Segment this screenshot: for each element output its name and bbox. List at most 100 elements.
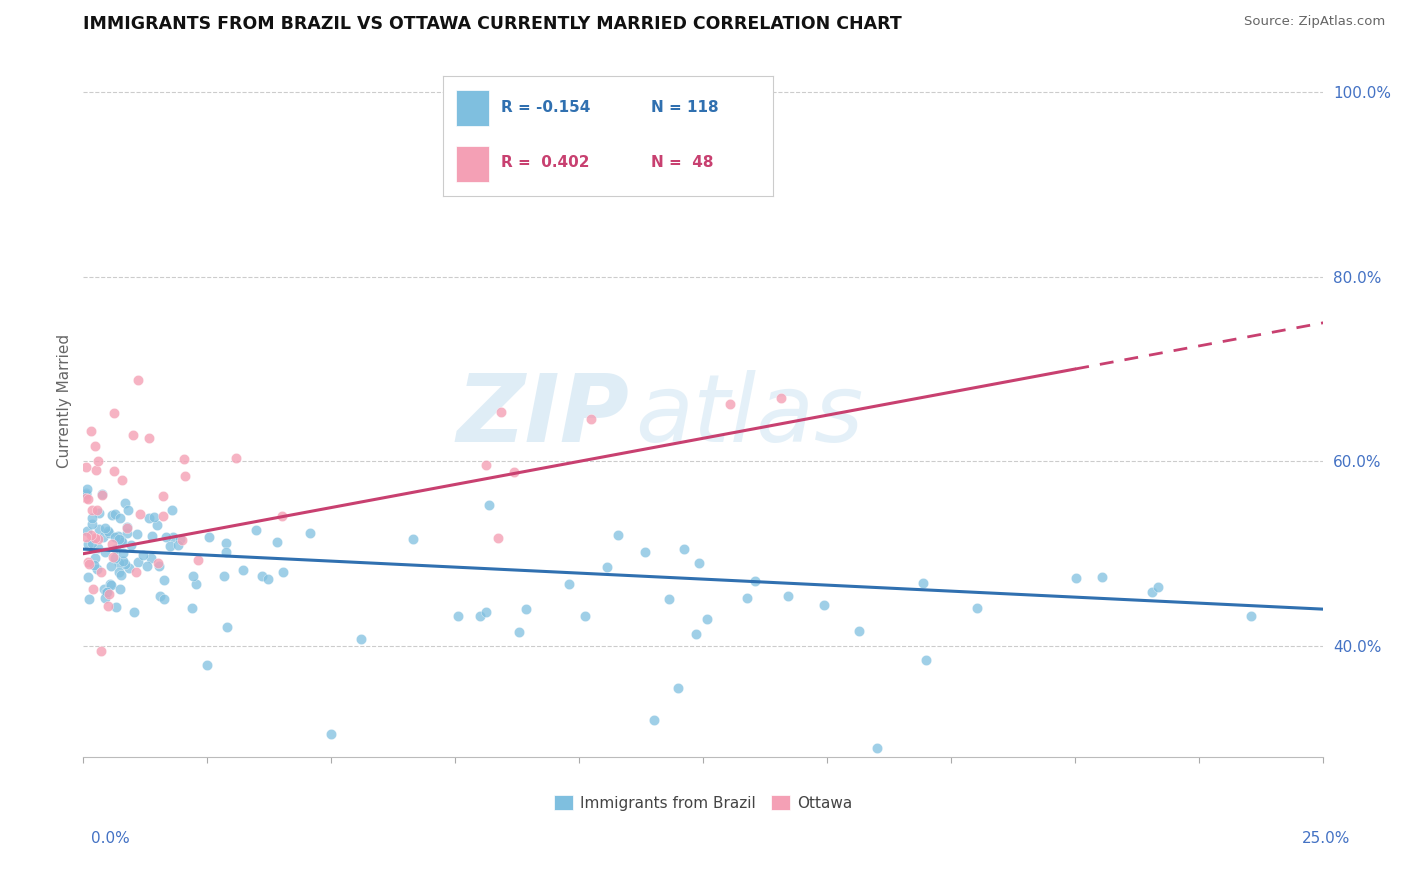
Point — [98, 526, 121, 541]
Point — [195, 657, 218, 672]
Point — [744, 574, 766, 588]
Point — [86, 541, 108, 556]
Point — [77, 555, 100, 569]
Point — [114, 496, 136, 510]
Point — [77, 592, 100, 607]
Point — [75, 459, 97, 474]
Point — [104, 530, 127, 544]
Point — [776, 590, 799, 604]
Point — [100, 578, 122, 592]
Text: Source: ZipAtlas.com: Source: ZipAtlas.com — [1244, 15, 1385, 28]
Point — [90, 487, 112, 501]
Point — [270, 508, 292, 523]
Point — [75, 530, 97, 544]
Point — [486, 531, 509, 545]
FancyBboxPatch shape — [456, 90, 489, 127]
Point — [634, 544, 657, 558]
Point — [643, 713, 665, 727]
Point — [114, 557, 136, 571]
Point — [299, 526, 322, 541]
Point — [160, 502, 183, 516]
Point — [93, 582, 115, 596]
Point — [153, 573, 176, 587]
Point — [489, 405, 512, 419]
Point — [232, 563, 254, 577]
Point — [90, 486, 112, 500]
Point — [402, 533, 425, 547]
Text: IMMIGRANTS FROM BRAZIL VS OTTAWA CURRENTLY MARRIED CORRELATION CHART: IMMIGRANTS FROM BRAZIL VS OTTAWA CURRENT… — [83, 15, 903, 33]
Point — [75, 486, 97, 500]
Point — [87, 521, 110, 535]
Text: N = 118: N = 118 — [651, 100, 718, 115]
Point — [162, 530, 184, 544]
Point — [93, 520, 115, 534]
Point — [117, 503, 139, 517]
Point — [146, 517, 169, 532]
Point — [76, 537, 98, 551]
Point — [104, 550, 127, 565]
Point — [596, 560, 619, 574]
Point — [84, 439, 107, 453]
Point — [107, 533, 129, 547]
Point — [250, 569, 273, 583]
Point — [215, 536, 238, 550]
Text: R = -0.154: R = -0.154 — [501, 100, 591, 115]
Point — [174, 469, 197, 483]
Point — [668, 681, 690, 695]
Point — [149, 589, 172, 603]
Point — [217, 619, 239, 633]
Point — [100, 577, 122, 591]
Point — [79, 558, 101, 572]
Point — [1091, 570, 1114, 584]
Point — [75, 485, 97, 500]
Point — [110, 568, 132, 582]
Point — [127, 555, 149, 569]
Point — [104, 507, 127, 521]
Point — [1147, 580, 1170, 594]
Point — [111, 473, 134, 487]
Point — [87, 532, 110, 546]
Text: N =  48: N = 48 — [651, 155, 714, 170]
Point — [94, 591, 117, 605]
Point — [122, 605, 145, 619]
Point — [718, 397, 741, 411]
Point — [187, 553, 209, 567]
Point — [77, 570, 100, 584]
Point — [103, 549, 125, 564]
Point — [813, 598, 835, 612]
FancyBboxPatch shape — [456, 145, 489, 182]
Point — [138, 432, 160, 446]
Point — [84, 551, 107, 566]
Point — [80, 425, 103, 439]
Point — [658, 591, 681, 606]
Point — [103, 464, 125, 478]
Point — [350, 632, 373, 646]
Point — [167, 538, 190, 552]
Point — [673, 541, 696, 556]
Point — [148, 556, 170, 570]
Point — [80, 536, 103, 550]
Point — [122, 427, 145, 442]
Point — [915, 653, 938, 667]
Point — [76, 524, 98, 538]
Point — [82, 582, 104, 597]
Point — [127, 373, 149, 387]
Point — [848, 624, 870, 639]
Point — [86, 502, 108, 516]
Point — [769, 391, 792, 405]
Point — [129, 508, 152, 522]
Point — [86, 562, 108, 576]
Point — [696, 612, 718, 626]
Legend: Immigrants from Brazil, Ottawa: Immigrants from Brazil, Ottawa — [548, 789, 859, 817]
Point — [108, 556, 131, 570]
Point — [104, 541, 127, 556]
Point — [474, 458, 496, 473]
Point — [139, 551, 162, 566]
Point — [141, 529, 163, 543]
Point — [574, 609, 596, 624]
Point — [735, 591, 758, 606]
Text: 25.0%: 25.0% — [1302, 831, 1350, 846]
Point — [75, 491, 97, 505]
Point — [101, 508, 124, 522]
Point — [478, 499, 501, 513]
